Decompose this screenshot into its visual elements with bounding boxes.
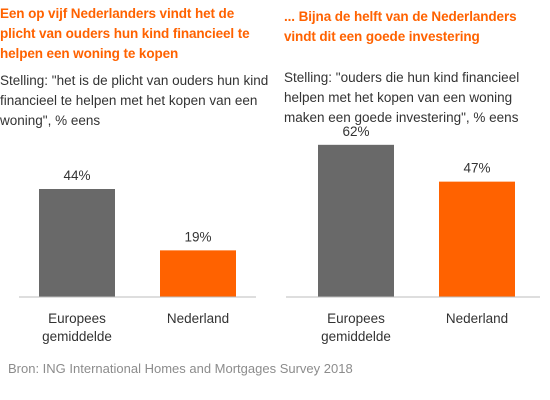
category-label: Europees	[327, 311, 385, 326]
bar-europe	[39, 189, 115, 297]
data-label: 44%	[63, 168, 90, 183]
chart-subtitle: Stelling: "ouders die hun kind financiee…	[284, 70, 520, 125]
bar-netherlands	[439, 181, 515, 297]
category-label: Nederland	[167, 311, 229, 326]
chart-title: Een op vijf Nederlanders vindt het de pl…	[0, 6, 250, 61]
bar-europe	[318, 144, 394, 297]
chart-subtitle: Stelling: "het is de plicht van ouders h…	[0, 73, 269, 128]
category-label: gemiddelde	[321, 329, 391, 344]
chart-panel-left: Een op vijf Nederlanders vindt het de pl…	[0, 0, 272, 355]
category-label: Nederland	[446, 311, 508, 326]
data-label: 62%	[342, 124, 369, 139]
category-label: gemiddelde	[42, 329, 112, 344]
source-note: Bron: ING International Homes and Mortga…	[8, 361, 353, 376]
data-label: 19%	[184, 229, 211, 244]
bar-chart-duty: 44% Europees gemiddelde 19% Nederland	[19, 168, 256, 344]
data-label: 47%	[463, 161, 490, 176]
bar-netherlands	[160, 250, 236, 297]
bar-chart-investment: 62% Europees gemiddelde 47% Nederland	[286, 124, 540, 344]
category-label: Europees	[48, 311, 106, 326]
chart-panel-right: ... Bijna de helft van de Nederlanders v…	[284, 0, 550, 355]
chart-title: ... Bijna de helft van de Nederlanders v…	[284, 9, 517, 44]
